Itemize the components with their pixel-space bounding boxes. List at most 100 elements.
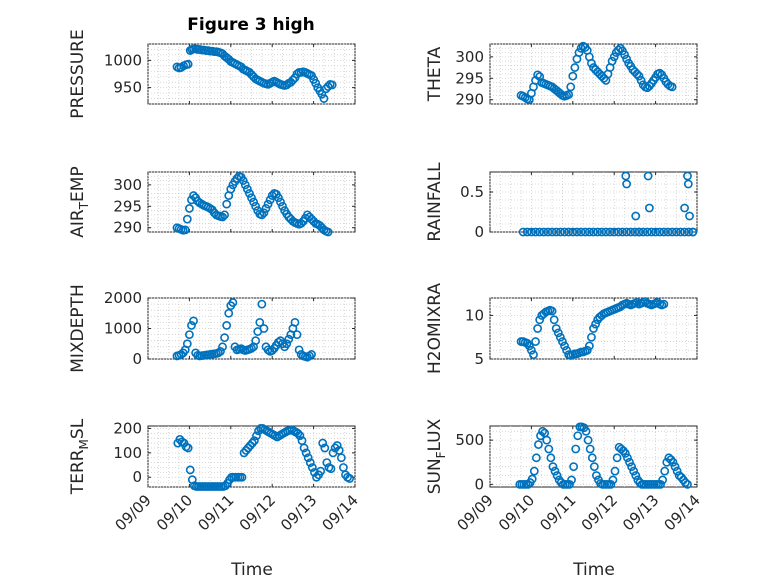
y-tick-label: 1000: [104, 51, 142, 69]
data-point: [672, 466, 682, 476]
data-point: [683, 479, 692, 489]
data-point: [573, 431, 583, 441]
data-point: [568, 71, 578, 81]
data-point: [623, 453, 632, 463]
data-point: [627, 462, 636, 472]
data-point: [684, 227, 694, 237]
data-point: [605, 227, 615, 237]
data-point: [218, 342, 227, 352]
x-axis-label-right: Time: [572, 560, 615, 580]
x-tick-label: 09/13: [619, 491, 662, 534]
data-point: [535, 227, 545, 237]
data-point: [683, 171, 692, 181]
data-point: [555, 332, 565, 342]
data-point: [547, 306, 557, 316]
data-point: [612, 453, 622, 463]
series-markers: [172, 298, 316, 362]
y-axis-label: SUNFLUX: [425, 418, 448, 494]
data-point: [660, 466, 670, 476]
data-point: [531, 227, 540, 237]
data-point: [625, 457, 634, 467]
data-point: [591, 471, 601, 480]
data-point: [182, 339, 192, 349]
y-axis-label: PRESSURE: [68, 29, 88, 118]
data-point: [591, 319, 600, 329]
data-point: [237, 472, 247, 482]
data-point: [622, 179, 632, 189]
data-point: [518, 227, 528, 237]
data-point: [574, 48, 584, 57]
data-point: [651, 227, 660, 237]
data-point: [527, 345, 536, 355]
y-tick-label: 0.5: [460, 183, 484, 201]
y-axis-label: AIRTEMP: [68, 166, 91, 237]
data-point: [608, 475, 618, 485]
x-tick-label: 09/13: [277, 491, 320, 534]
data-point: [581, 426, 591, 436]
data-point: [189, 191, 198, 200]
data-point: [634, 71, 644, 81]
data-point: [245, 189, 254, 198]
data-point: [278, 201, 287, 211]
data-point: [676, 227, 685, 237]
data-point: [632, 297, 642, 307]
y-tick-label: 300: [113, 176, 142, 194]
data-point: [265, 195, 275, 205]
y-tick-label: 0: [474, 475, 484, 493]
data-point: [613, 45, 623, 55]
data-point: [549, 315, 559, 325]
data-point: [560, 227, 569, 237]
data-point: [597, 227, 607, 237]
data-point: [564, 90, 574, 99]
data-point: [323, 227, 333, 237]
y-tick-label: 295: [113, 197, 142, 215]
data-point: [183, 443, 193, 453]
data-point: [680, 227, 689, 237]
data-point: [284, 334, 294, 344]
data-point: [247, 438, 257, 448]
data-point: [630, 227, 640, 237]
subplot-h2omixra: 5 10 H2OMIXRA: [425, 283, 698, 374]
data-point: [644, 203, 654, 213]
y-axis-label: MIXDEPTH: [68, 284, 88, 373]
data-point: [183, 59, 193, 69]
data-point: [647, 227, 656, 237]
data-point: [568, 227, 578, 237]
figure-title: Figure 3 high: [187, 15, 315, 35]
data-point: [535, 315, 545, 325]
x-tick-label: 09/09: [454, 491, 497, 534]
data-point: [622, 227, 632, 237]
data-point: [267, 346, 277, 355]
data-point: [288, 75, 298, 85]
data-point: [593, 227, 603, 237]
data-point: [257, 210, 267, 220]
x-tick-label: 09/11: [536, 491, 579, 534]
data-point: [259, 208, 269, 218]
data-point: [621, 171, 631, 181]
data-point: [249, 197, 258, 207]
data-point: [688, 227, 698, 237]
data-point: [222, 321, 232, 330]
y-tick-label: 0: [474, 223, 484, 241]
data-point: [238, 176, 248, 185]
data-point: [681, 478, 690, 487]
data-point: [222, 199, 232, 209]
data-point: [276, 197, 285, 207]
series-markers: [516, 41, 677, 105]
data-point: [587, 332, 596, 342]
data-point: [533, 324, 543, 333]
data-point: [226, 184, 236, 194]
data-point: [582, 345, 592, 355]
data-point: [642, 227, 652, 237]
y-tick-label: 300: [455, 48, 484, 66]
data-point: [318, 438, 328, 448]
data-point: [301, 448, 311, 458]
data-point: [584, 341, 594, 351]
data-point: [323, 82, 333, 91]
data-point: [228, 298, 238, 307]
data-point: [534, 440, 543, 449]
data-point: [553, 328, 563, 338]
